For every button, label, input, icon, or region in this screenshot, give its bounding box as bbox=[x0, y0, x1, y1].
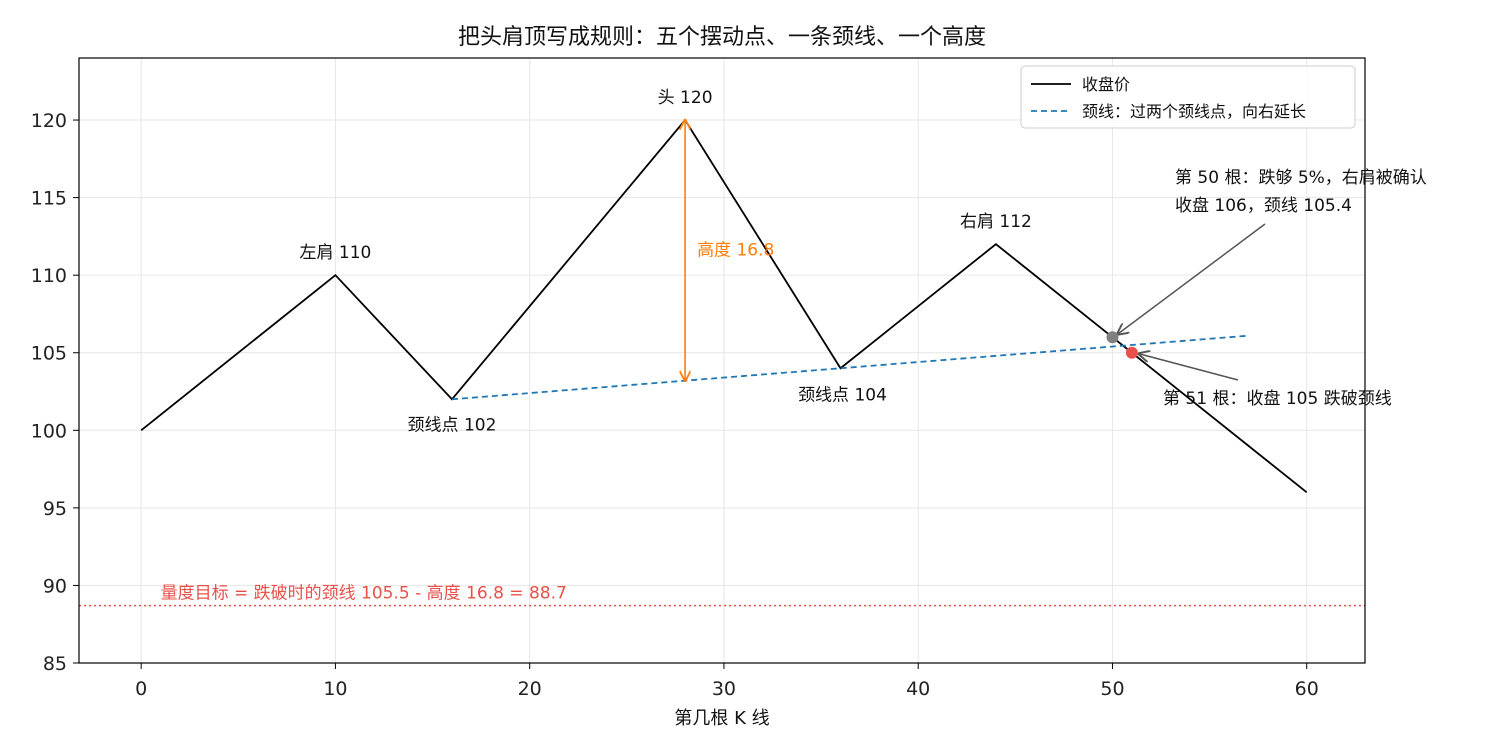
callout-arrow bbox=[1117, 223, 1266, 334]
y-tick-label: 90 bbox=[43, 575, 67, 597]
y-tick-label: 100 bbox=[31, 420, 67, 442]
y-tick-label: 115 bbox=[31, 188, 67, 210]
y-tick-label: 120 bbox=[31, 110, 67, 132]
swing-point-label: 颈线点 104 bbox=[798, 385, 887, 405]
close-price-line bbox=[140, 118, 1308, 494]
swing-point-label: 颈线点 102 bbox=[408, 415, 497, 435]
x-tick-label: 20 bbox=[518, 678, 542, 700]
legend-label: 收盘价 bbox=[1082, 75, 1130, 94]
x-tick-label: 50 bbox=[1100, 678, 1124, 700]
x-tick-label: 60 bbox=[1295, 678, 1319, 700]
x-tick-label: 0 bbox=[135, 678, 147, 700]
legend-box bbox=[1020, 65, 1356, 129]
neckline-line bbox=[451, 334, 1249, 401]
y-tick-label: 110 bbox=[31, 265, 67, 287]
annotations: 高度 16.8 量度目标 = 跌破时的颈线 105.5 - 高度 16.8 = 8… bbox=[161, 88, 1427, 604]
axis-ticks: 0 10 20 30 40 50 60 85 90 95 100 105 110 115 120 bbox=[31, 110, 1319, 700]
grid-lines bbox=[79, 58, 1365, 664]
swing-point-label: 头 120 bbox=[658, 88, 713, 108]
callout-arrow bbox=[1139, 354, 1239, 381]
swing-point-label: 左肩 110 bbox=[299, 243, 371, 263]
x-tick-label: 40 bbox=[906, 678, 930, 700]
right-shoulder-confirm-marker bbox=[1106, 331, 1119, 344]
y-tick-label: 105 bbox=[31, 343, 67, 365]
neckline-break-marker bbox=[1125, 346, 1138, 359]
x-axis-label: 第几根 K 线 bbox=[674, 708, 769, 729]
series-layer bbox=[79, 118, 1365, 607]
target-label: 量度目标 = 跌破时的颈线 105.5 - 高度 16.8 = 88.7 bbox=[161, 584, 567, 604]
legend-label: 颈线：过两个颈线点，向右延长 bbox=[1082, 102, 1306, 121]
y-tick-label: 95 bbox=[43, 498, 67, 520]
x-tick-label: 10 bbox=[323, 678, 347, 700]
callout-line: 收盘 106，颈线 105.4 bbox=[1175, 196, 1352, 216]
callout-line: 第 51 根：收盘 105 跌破颈线 bbox=[1163, 389, 1392, 409]
callout-neckline-break: 第 51 根：收盘 105 跌破颈线 bbox=[1139, 354, 1392, 409]
height-label: 高度 16.8 bbox=[697, 240, 774, 260]
y-tick-label: 85 bbox=[43, 653, 67, 675]
callout-line: 第 50 根：跌够 5%，右肩被确认 bbox=[1175, 168, 1427, 188]
chart-title: 把头肩顶写成规则：五个摆动点、一条颈线、一个高度 bbox=[458, 25, 986, 50]
swing-point-label: 右肩 112 bbox=[960, 212, 1032, 232]
plot-frame bbox=[78, 57, 1366, 664]
x-tick-label: 30 bbox=[712, 678, 736, 700]
